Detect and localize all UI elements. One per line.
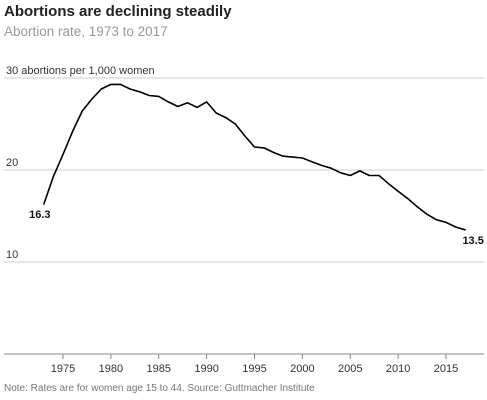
chart-title: Abortions are declining steadily <box>4 3 232 20</box>
y-tick-labels: 10 20 30 abortions per 1,000 women <box>6 65 155 261</box>
x-tick-label-2000: 2000 <box>290 363 314 375</box>
x-tick-label-1975: 1975 <box>51 363 75 375</box>
source-note: Note: Rates are for women age 15 to 44. … <box>4 383 315 394</box>
x-tick-label-1985: 1985 <box>147 363 171 375</box>
x-tick-label-2005: 2005 <box>338 363 362 375</box>
x-tick-labels: 1975 1980 1985 1990 1995 2000 2005 2010 2015 <box>51 363 458 375</box>
x-tick-label-2015: 2015 <box>434 363 458 375</box>
x-tick-label-1995: 1995 <box>242 363 266 375</box>
x-tick-label-1990: 1990 <box>194 363 218 375</box>
annotations: 16.3 13.5 <box>29 209 484 247</box>
x-tick-label-1980: 1980 <box>99 363 123 375</box>
y-tick-label-20: 20 <box>6 157 18 169</box>
x-tick-label-2010: 2010 <box>386 363 410 375</box>
annotation-label-1973: 16.3 <box>29 209 50 221</box>
annotation-label-2017: 13.5 <box>462 235 483 247</box>
series-group <box>43 83 466 231</box>
series-line-0 <box>43 83 466 231</box>
y-tick-label-10: 10 <box>6 249 18 261</box>
grid-lines <box>4 77 484 263</box>
x-axis <box>4 353 484 359</box>
chart-subtitle: Abortion rate, 1973 to 2017 <box>4 24 168 39</box>
y-tick-label-30: 30 abortions per 1,000 women <box>6 65 155 77</box>
